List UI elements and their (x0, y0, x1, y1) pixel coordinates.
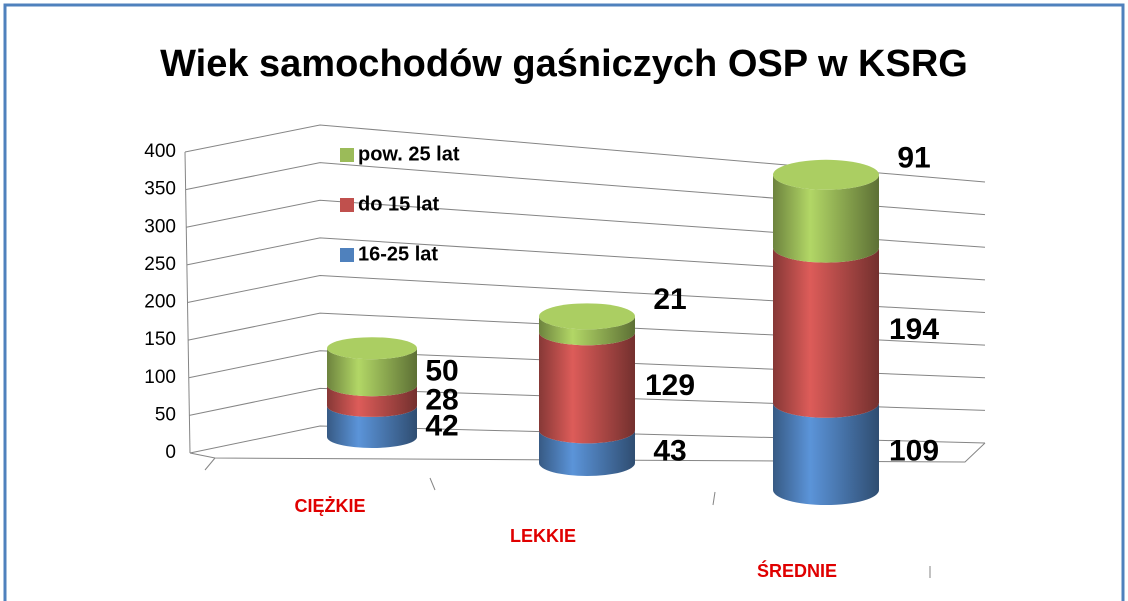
cylinder-segment (327, 405, 417, 448)
cylinder-segment (539, 332, 635, 444)
grid-line (188, 312, 986, 346)
x-tick (429, 477, 436, 491)
y-tick-label: 100 (144, 367, 176, 388)
y-tick-label: 200 (144, 292, 176, 313)
legend-label: do 15 lat (358, 193, 439, 215)
data-label: 129 (645, 369, 695, 402)
cylinder-top (327, 337, 417, 360)
cylinder-segment (539, 430, 635, 476)
cylinder-segment (327, 385, 417, 417)
frame (3, 3, 1125, 601)
grid-line (188, 350, 986, 379)
grid-line (186, 237, 986, 281)
x-tick-label: ŚREDNIE (757, 560, 837, 581)
x-tick (712, 491, 716, 506)
y-tick-label: 150 (144, 329, 176, 350)
y-tick-label: 250 (144, 254, 176, 275)
legend-swatch (340, 248, 354, 262)
data-label: 50 (425, 355, 458, 388)
data-label: 21 (653, 283, 686, 316)
data-label: 109 (889, 434, 939, 467)
cylinder-top (539, 303, 635, 330)
data-label: 28 (425, 383, 458, 416)
y-tick-label: 400 (144, 141, 176, 162)
y-axis (184, 151, 191, 454)
data-label: 194 (889, 313, 939, 346)
grid-line (185, 162, 986, 216)
grid-line (189, 425, 986, 454)
grid-line (184, 124, 986, 183)
x-tick-label: CIĘŻKIE (294, 496, 365, 516)
y-tick-label: 0 (165, 442, 176, 463)
data-label: 43 (653, 435, 686, 468)
x-tick-label: LEKKIE (510, 526, 576, 546)
data-label: 42 (425, 409, 458, 442)
legend-swatch (340, 198, 354, 212)
legend-label: pow. 25 lat (358, 143, 460, 165)
y-tick-label: 350 (144, 179, 176, 200)
cylinder-segment (327, 348, 417, 397)
cylinder-top (773, 159, 879, 190)
grid-line (189, 387, 986, 416)
cylinder-segment (773, 402, 879, 505)
cylinder-segment (773, 247, 879, 418)
grid-line (187, 274, 986, 313)
chart-title: Wiek samochodów gaśniczych OSP w KSRG (160, 43, 968, 85)
cylinder-segment (539, 316, 635, 346)
y-tick-label: 50 (155, 404, 176, 425)
y-tick-label: 300 (144, 216, 176, 237)
floor-edge (204, 457, 216, 471)
legend-label: 16-25 lat (358, 243, 438, 265)
cylinder-segment (773, 174, 879, 263)
data-label: 91 (897, 142, 930, 175)
legend-swatch (340, 148, 354, 162)
grid-line (186, 199, 986, 248)
